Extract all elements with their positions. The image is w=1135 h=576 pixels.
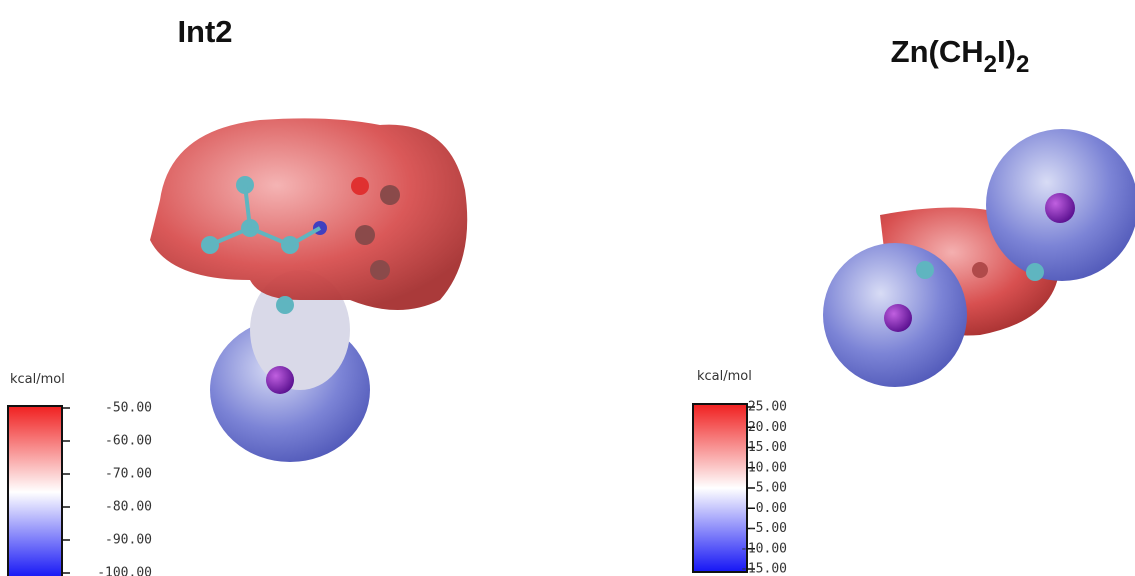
- colorbar: [693, 404, 747, 572]
- title-text: Zn(CH: [891, 34, 984, 69]
- colorbar-tick-label: 5.00: [756, 481, 787, 496]
- int2-surface: [150, 118, 467, 462]
- colorbar-tick-label: -90.00: [105, 533, 152, 548]
- colorbar-unit: kcal/mol: [697, 369, 752, 384]
- title-text: I): [997, 34, 1016, 69]
- colorbar-tick-label: -15.00: [740, 562, 787, 576]
- zn-surface: [823, 129, 1135, 387]
- colorbar-unit: kcal/mol: [10, 372, 65, 387]
- colorbar-tick-label: -10.00: [740, 541, 787, 556]
- colorbar-tick-label: -60.00: [105, 434, 152, 449]
- colorbar-tick-label: -50.00: [105, 401, 152, 416]
- colorbar-tick-label: 20.00: [748, 420, 787, 435]
- colorbar-tick-label: 0.00: [756, 501, 787, 516]
- colorbar-tick-label: 25.00: [748, 400, 787, 415]
- colorbar-tick-label: -5.00: [748, 521, 787, 536]
- panel-title: Int2: [177, 14, 232, 49]
- colorbar-tick-label: 10.00: [748, 460, 787, 475]
- colorbar-tick-label: -70.00: [105, 467, 152, 482]
- title-text: Int2: [177, 14, 232, 49]
- colorbar-tick-label: -100.00: [97, 566, 152, 576]
- colorbar-tick-label: 15.00: [748, 440, 787, 455]
- colorbar: [8, 406, 62, 576]
- colorbar-tick-label: -80.00: [105, 500, 152, 515]
- figure: Int2 Zn(CH2I)2 kcal/mol kcal/mol -50.00-…: [0, 0, 1135, 576]
- subscript: 2: [1016, 51, 1029, 78]
- panel-title: Zn(CH2I)2: [891, 34, 1030, 78]
- subscript: 2: [984, 51, 997, 78]
